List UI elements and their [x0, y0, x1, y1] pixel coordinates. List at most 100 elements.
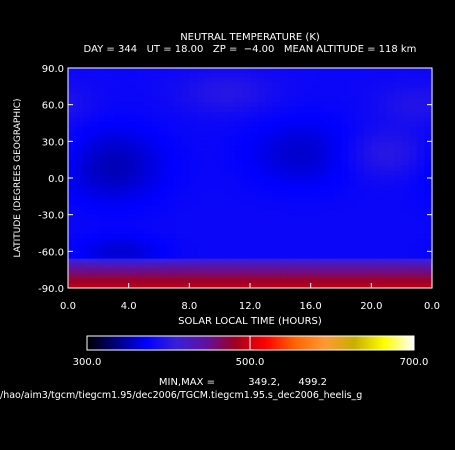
- heatmap-cell: [386, 229, 395, 235]
- heatmap-cell: [356, 87, 365, 94]
- heatmap-cell: [166, 102, 175, 108]
- heatmap-cell: [325, 278, 335, 284]
- heatmap-cell: [151, 165, 160, 172]
- heatmap-cell: [394, 141, 403, 147]
- heatmap-cell: [121, 239, 130, 245]
- heatmap-cell: [212, 121, 221, 128]
- heatmap-cell: [234, 234, 244, 240]
- heatmap-cell: [90, 273, 99, 279]
- heatmap-cell: [250, 209, 259, 216]
- heatmap-cell: [257, 82, 266, 89]
- heatmap-cell: [303, 268, 312, 274]
- heatmap-cell: [128, 156, 137, 162]
- heatmap-cell: [310, 204, 319, 211]
- heatmap-cell: [234, 209, 244, 216]
- heatmap-cell: [90, 224, 99, 230]
- heatmap-cell: [75, 219, 84, 226]
- heatmap-cell: [68, 278, 77, 284]
- heatmap-cell: [136, 224, 145, 230]
- heatmap-cell: [227, 200, 236, 206]
- heatmap-cell: [371, 175, 380, 182]
- heatmap-cell: [90, 190, 99, 196]
- heatmap-cell: [287, 160, 297, 167]
- heatmap-cell: [341, 72, 350, 79]
- heatmap-cell: [348, 224, 357, 230]
- heatmap-cell: [363, 141, 372, 147]
- heatmap-cell: [136, 77, 145, 84]
- heatmap-cell: [196, 82, 206, 89]
- heatmap-cell: [196, 151, 206, 157]
- heatmap-cell: [128, 87, 137, 94]
- heatmap-cell: [204, 97, 213, 103]
- heatmap-cell: [363, 146, 372, 152]
- heatmap-cell: [234, 175, 244, 182]
- heatmap-cell: [181, 244, 190, 250]
- heatmap-cell: [68, 200, 77, 206]
- heatmap-cell: [348, 185, 357, 191]
- heatmap-cell: [265, 165, 274, 172]
- heatmap-cell: [174, 141, 183, 147]
- heatmap-cell: [136, 112, 145, 118]
- heatmap-cell: [242, 258, 251, 265]
- heatmap-cell: [409, 126, 418, 133]
- heatmap-cell: [272, 126, 281, 133]
- heatmap-cell: [113, 273, 122, 279]
- heatmap-cell: [90, 136, 99, 142]
- heatmap-cell: [287, 112, 297, 118]
- heatmap-cell: [159, 102, 168, 108]
- heatmap-cell: [424, 126, 433, 133]
- heatmap-cell: [196, 219, 206, 226]
- heatmap-cell: [287, 214, 297, 221]
- heatmap-cell: [83, 214, 92, 221]
- heatmap-cell: [378, 253, 388, 260]
- heatmap-cell: [416, 72, 426, 79]
- heatmap-cell: [121, 72, 130, 79]
- heatmap-cell: [409, 244, 418, 250]
- heatmap-cell: [401, 112, 410, 118]
- heatmap-cell: [113, 165, 122, 172]
- heatmap-cell: [151, 200, 160, 206]
- heatmap-cell: [90, 239, 99, 245]
- heatmap-cell: [287, 175, 297, 182]
- heatmap-cell: [318, 116, 327, 123]
- heatmap-cell: [318, 92, 327, 98]
- heatmap-cell: [212, 283, 221, 289]
- heatmap-cell: [280, 107, 289, 113]
- heatmap-cell: [128, 273, 137, 279]
- heatmap-cell: [174, 204, 183, 211]
- heatmap-cell: [394, 102, 403, 108]
- heatmap-cell: [348, 283, 357, 289]
- heatmap-cell: [371, 102, 380, 108]
- heatmap-cell: [174, 92, 183, 98]
- heatmap-cell: [371, 156, 380, 162]
- heatmap-cell: [280, 200, 289, 206]
- heatmap-cell: [181, 87, 190, 94]
- heatmap-cell: [242, 180, 251, 186]
- heatmap-cell: [166, 165, 175, 172]
- heatmap-cell: [272, 219, 281, 226]
- heatmap-cell: [363, 248, 372, 255]
- heatmap-cell: [98, 209, 107, 216]
- heatmap-cell: [318, 244, 327, 250]
- x-tick-label: 0.0: [424, 301, 440, 312]
- heatmap-cell: [348, 92, 357, 98]
- heatmap-cell: [181, 219, 190, 226]
- heatmap-cell: [105, 170, 115, 177]
- heatmap-cell: [181, 170, 190, 177]
- heatmap-cell: [287, 190, 297, 196]
- heatmap-cell: [121, 204, 130, 211]
- heatmap-cell: [151, 112, 160, 118]
- heatmap-cell: [378, 77, 388, 84]
- heatmap-cell: [151, 116, 160, 123]
- heatmap-cell: [166, 77, 175, 84]
- heatmap-cell: [159, 175, 168, 182]
- heatmap-cell: [318, 200, 327, 206]
- heatmap-cell: [356, 165, 365, 172]
- heatmap-cell: [113, 68, 122, 74]
- heatmap-cell: [83, 170, 92, 177]
- heatmap-cell: [189, 224, 198, 230]
- heatmap-cell: [333, 209, 342, 216]
- heatmap-cell: [105, 131, 115, 138]
- heatmap-cell: [257, 107, 266, 113]
- heatmap-cell: [356, 126, 365, 133]
